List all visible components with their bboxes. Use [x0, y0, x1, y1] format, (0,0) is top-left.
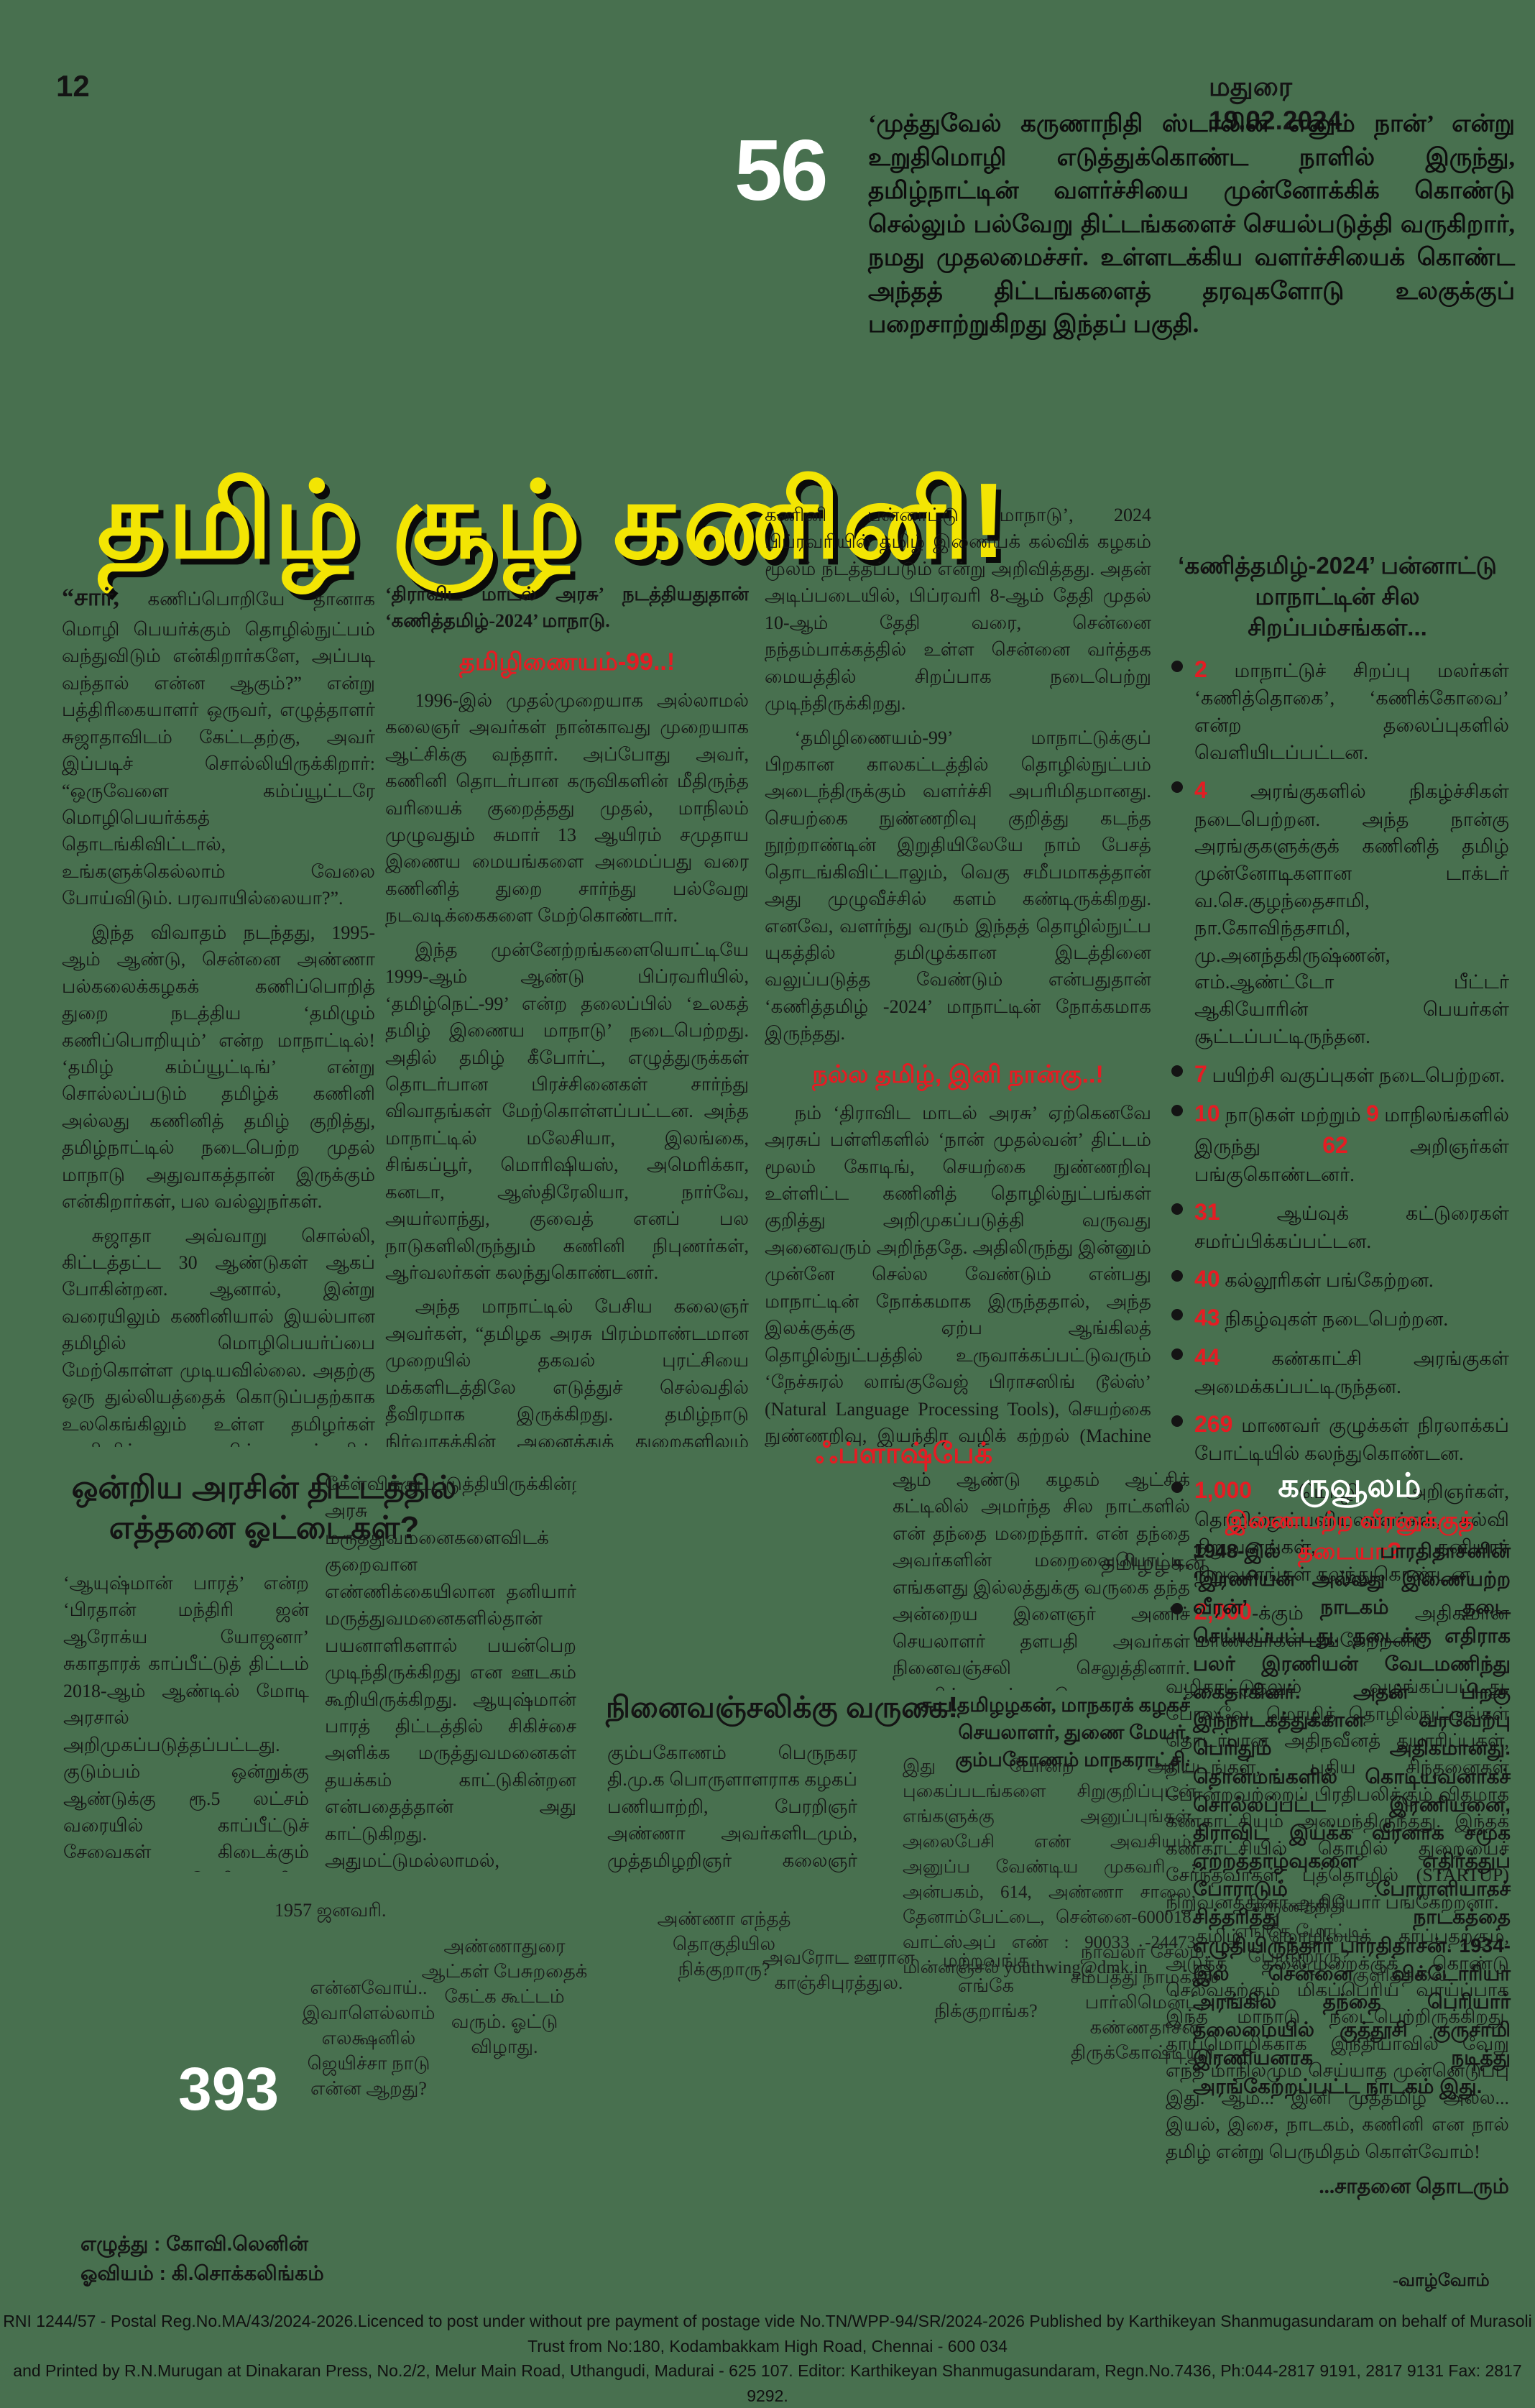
highlights-title: ‘கணித்தமிழ்-2024’ பன்னாட்டு மாநாட்டின் ச…	[1178, 552, 1497, 640]
cartoon-panel-number: 393	[178, 2055, 280, 2123]
paragraph: ‘தமிழிணையம்-99’ மாநாட்டுக்குப் பிறகான கா…	[765, 727, 1151, 1044]
credit-writer: எழுத்து : கோவி.லெனின்	[80, 2233, 308, 2255]
speech-bubble: கருணாநிதி எங்கே போட்டி போடுறாரு?	[1235, 1895, 1363, 1967]
flashback-column-2: ஆம் ஆண்டு கழகம் ஆட்சிக் கட்டிலில் அமர்ந்…	[893, 1466, 1190, 1691]
bullet-dot-icon	[1171, 1348, 1183, 1361]
highlights-box: ‘கணித்தமிழ்-2024’ பன்னாட்டு மாநாட்டின் ச…	[1166, 551, 1509, 2210]
bullet-dot-icon	[1171, 1065, 1183, 1077]
karuvoolam-body: 1948-இல் பாரதிதாசனின் ‘இரணியன் அல்லது இண…	[1193, 1540, 1511, 2097]
paragraph: ‘திராவிட மாடல் அரசு’ நடத்தியதுதான் ‘கணித…	[385, 584, 749, 632]
ayushman-column-2: கேள்விக்குட்படுத்தியிருக்கின்றன. அரசு மர…	[325, 1471, 576, 1873]
bullet-dot-icon	[1171, 1415, 1183, 1427]
article-column-2: ‘திராவிட மாடல் அரசு’ நடத்தியதுதான் ‘கணித…	[385, 581, 749, 1447]
article-column-4: வழிகாட்டுதலும் வழங்கப்பட்டது. போலவே, மொழ…	[1166, 1673, 1509, 2210]
bullet-dot-icon	[1171, 1269, 1183, 1282]
flashback-section-label: ஃப்ளாஷ்பேக்	[815, 1438, 993, 1469]
series-episode-number: 56	[734, 122, 828, 219]
paragraph: கேள்விக்குட்படுத்தியிருக்கின்றன. அரசு மர…	[325, 1474, 576, 1872]
highlight-item: 10 நாடுகள் மற்றும் 9 மாநிலங்களில் இருந்த…	[1166, 1098, 1509, 1189]
highlight-item: 44 கண்காட்சி அரங்குகள் அமைக்கப்பட்டிருந்…	[1166, 1341, 1509, 1401]
highlight-item: 7 பயிற்சி வகுப்புகள் நடைபெற்றன.	[1166, 1058, 1509, 1090]
highlight-item: 43 நிகழ்வுகள் நடைபெற்றன.	[1166, 1302, 1509, 1334]
intro-standfirst: ‘முத்துவேல் கருணாநிதி ஸ்டாலின் எனும் நான…	[868, 111, 1515, 339]
flashback-byline: -சு.ப.தமிழழகன், மாநகரக் கழகச் செயலாளர், …	[913, 1694, 1190, 1770]
bullet-dot-icon	[1171, 1309, 1183, 1321]
highlight-item: 1,000 மொழி அறிஞர்கள், தொழில்நுட்பவியலாளர…	[1166, 1474, 1509, 1588]
subhead-nalla-thamizh: நல்ல தமிழ், இனி நான்கு..!	[812, 1060, 1104, 1088]
highlight-item: 4 அரங்குகளில் நிகழ்ச்சிகள் நடைபெற்றன. அந…	[1166, 774, 1509, 1051]
cartoon-credits: எழுத்து : கோவி.லெனின் ஓவியம் : கி.சொக்கல…	[80, 2230, 324, 2288]
edition-dateline: மதுரை 19.02.2024	[1209, 72, 1342, 135]
flashback-headline: நினைவஞ்சலிக்கு வருகை!	[606, 1691, 958, 1724]
paragraph: தமிழ் மொழியைக் காப்பதற்கும், அடுத்த தலைம…	[1166, 1926, 1509, 2162]
speech-bubble: குளித்தலை.	[1352, 1964, 1452, 1985]
subhead-thamizhinaiyam99: தமிழிணையம்-99..!	[458, 648, 676, 676]
highlight-item: 269 மாணவர் குழுக்கள் நிரலாக்கப் போட்டியி…	[1166, 1408, 1509, 1468]
credit-artist: ஓவியம் : கி.சொக்கலிங்கம்	[80, 2261, 324, 2284]
imprint-line-1: RNI 1244/57 - Postal Reg.No.MA/43/2024-2…	[3, 2312, 1532, 2356]
article-signoff: ...சாதனை தொடரும்	[1319, 2175, 1509, 2199]
highlight-item: 31 ஆய்வுக் கட்டுரைகள் சமர்ப்பிக்கப்பட்டன…	[1166, 1196, 1509, 1256]
paragraph: ‘ஆயுஷ்மான் பாரத்’ என்ற ‘பிரதான் மந்திரி …	[63, 1573, 309, 1872]
highlight-item: 2 மாநாட்டுச் சிறப்பு மலர்கள் ‘கணித்தொகை’…	[1166, 653, 1509, 767]
bullet-dot-icon	[1171, 660, 1183, 672]
paragraph: கணினி பன்னாட்டு மாநாடு’, 2024 பிப்ரவரியி…	[765, 505, 1151, 714]
paragraph: நம் ‘திராவிட மாடல் அரசு’ ஏற்கெனவே அரசுப்…	[765, 1102, 1151, 1446]
paragraph: கும்பகோணம் பெருநகர தி.மு.க பொருளாளராக கழ…	[607, 1742, 857, 1871]
article-column-1: “சார், கணிப்பொறியே தானாக மொழி பெயர்க்கும…	[62, 581, 375, 1447]
flashback-submission-note: இது போன்ற அரிய புகைப்படங்களை சிறுகுறிப்ப…	[903, 1757, 1196, 1977]
highlight-item: 2,000-க்கும் அதிகமான மாணவர்கள் பங்கேற்றன…	[1166, 1596, 1509, 1655]
speech-bubble: என்னவோய்.. இவாளெல்லாம் எலக்ஷனில் ஜெயிச்ச…	[302, 1977, 435, 2100]
bullet-dot-icon	[1171, 1481, 1183, 1494]
paragraph: வழிகாட்டுதலும் வழங்கப்பட்டது. போலவே, மொழ…	[1166, 1676, 1509, 1913]
ayushman-column-1: ‘ஆயுஷ்மான் பாரத்’ என்ற ‘பிரதான் மந்திரி …	[63, 1570, 309, 1872]
paragraph: சுஜாதா அவ்வாறு சொல்லி, கிட்டத்தட்ட 30 ஆண…	[62, 1225, 375, 1447]
highlight-item: 40 கல்லூரிகள் பங்கேற்றன.	[1166, 1263, 1509, 1295]
lead-word: “சார்,	[62, 584, 119, 611]
flashback-column-1: கும்பகோணம் பெருநகர தி.மு.க பொருளாளராக கழ…	[607, 1740, 857, 1876]
bullet-dot-icon	[1171, 1602, 1183, 1614]
flashback-photo-caption-label: தமிழழகன்	[1101, 1551, 1206, 1575]
speech-bubble: அண்ணா எந்தத் தொகுதியில நிக்குறாரு?	[657, 1908, 791, 1980]
speech-bubble: மற்றவங்க எங்கே நிக்குறாங்க?	[934, 1950, 1038, 2022]
article-column-3: கணினி பன்னாட்டு மாநாடு’, 2024 பிப்ரவரியி…	[765, 502, 1151, 1447]
imprint-line-2: and Printed by R.N.Murugan at Dinakaran …	[13, 2361, 1522, 2405]
karuvoolam-subhead: இணையற்ற வீரனுக்குத் தடையா?	[1225, 1507, 1475, 1564]
paragraph: இந்த விவாதம் நடந்தது, 1995-ஆம் ஆண்டு, செ…	[62, 922, 375, 1213]
bullet-dot-icon	[1171, 781, 1183, 793]
karuvoolam-section-title: கருவூலம்	[1278, 1467, 1421, 1504]
imprint-footer: RNI 1244/57 - Postal Reg.No.MA/43/2024-2…	[0, 2309, 1535, 2408]
speech-bubble: அவரோட ஊரான காஞ்சிபுரத்துல.	[762, 1947, 915, 1994]
speech-bubble: அண்ணாதுரை ஆட்கள் பேசுறதைக் கேட்க கூட்டம்…	[421, 1936, 588, 2058]
page-number: 12	[56, 69, 90, 103]
paragraph: 1996-இல் முதல்முறையாக அல்லாமல் கலைஞர் அவ…	[385, 689, 749, 927]
page-signoff-small: -வாழ்வோம்	[1393, 2271, 1490, 2290]
paragraph: அந்த மாநாட்டில் பேசிய கலைஞர் அவர்கள், “த…	[385, 1296, 749, 1447]
paragraph: “சார், கணிப்பொறியே தானாக மொழி பெயர்க்கும…	[62, 584, 375, 909]
bullet-dot-icon	[1171, 1104, 1183, 1116]
bullet-dot-icon	[1171, 1203, 1183, 1216]
ayushman-headline: ஒன்றிய அரசின் திட்டத்தில் எத்தனை ஓட்டைகள…	[71, 1470, 457, 1546]
paragraph: இந்த முன்னேற்றங்களையொட்டியே 1999-ஆம் ஆண்…	[385, 939, 749, 1284]
main-headline: தமிழ் சூழ் கணினி!	[97, 461, 1008, 580]
speech-bubble: நாவலர் சேலம், சம்பத்து நாமக்கல் பார்லிமெ…	[1070, 1941, 1220, 2064]
paragraph: ஆம் ஆண்டு கழகம் ஆட்சிக் கட்டிலில் அமர்ந்…	[893, 1469, 1190, 1691]
cartoon-caption-date: 1957 ஜனவரி.	[275, 1900, 387, 1921]
